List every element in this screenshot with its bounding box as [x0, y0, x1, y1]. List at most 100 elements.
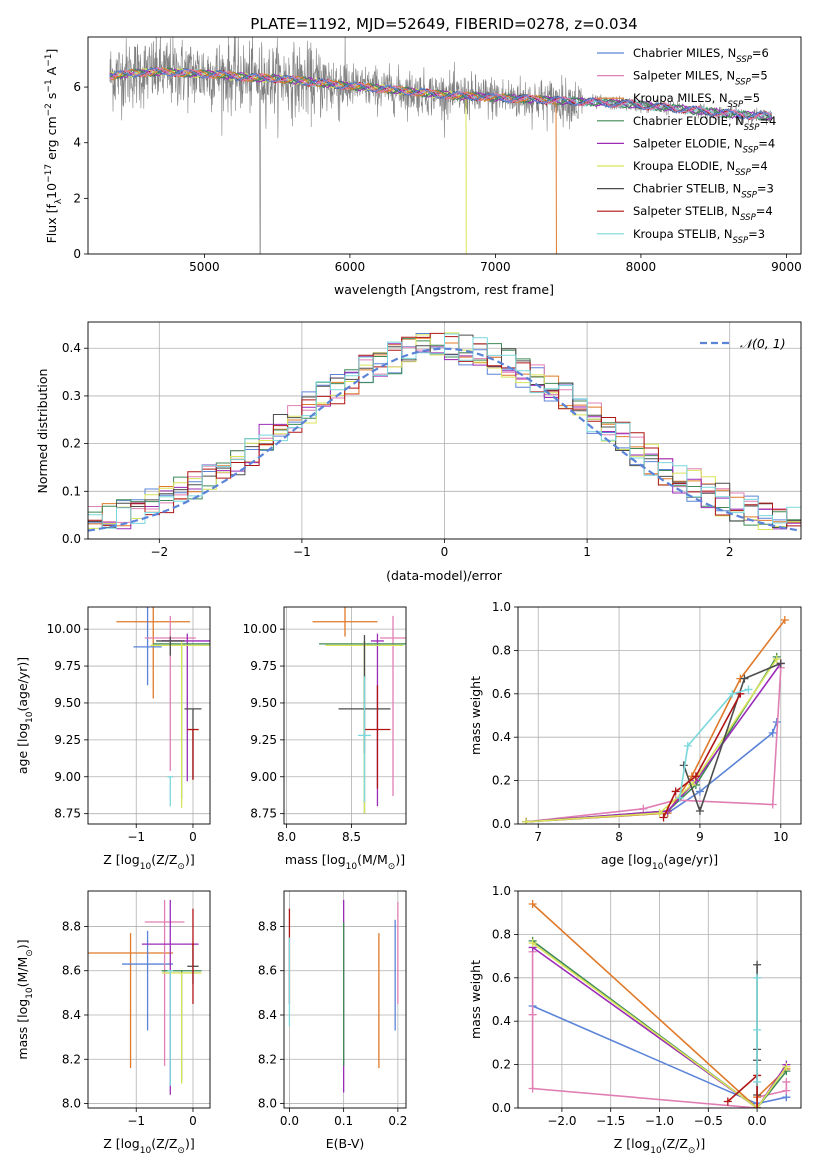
- y-tick-label: 0.6: [492, 971, 511, 985]
- series-chabrier-stelib: [679, 659, 785, 815]
- data-point: [522, 817, 531, 824]
- series-salpeter-miles: [522, 663, 785, 824]
- spectrum-legend: Chabrier MILES, NSSP=6 Salpeter MILES, NS…: [597, 46, 776, 246]
- y-tick-label: 6: [73, 80, 81, 94]
- y-tick-label: 9.75: [250, 659, 277, 673]
- data-point: [744, 685, 753, 694]
- series-chabrier-miles: [522, 718, 781, 824]
- data-point: [753, 973, 762, 982]
- age-vs-mass-plot-area: [284, 607, 406, 824]
- errorbar-salpeter-stelib: [364, 685, 391, 789]
- x-tick-label: 8.0: [277, 830, 296, 844]
- y-tick-label: 8.0: [62, 1097, 81, 1111]
- x-tick-label: 10: [773, 830, 788, 844]
- spectrum-y-label: Flux [fλ10−17 erg cm−2 s−1 A−1]: [44, 49, 64, 244]
- x-tick-label: 7: [534, 830, 542, 844]
- mass-weight-vs-Z-axes: −2.0 −1.5 −1.0 −0.5 0.0 0.0 0.2 0.4 0.6 0.8 1.0 Z […: [468, 884, 802, 1156]
- x-tick-label: 5000: [189, 260, 220, 274]
- x-tick-label: 1: [583, 545, 591, 559]
- mass-vs-EBV-frame: [283, 890, 407, 1109]
- data-point: [639, 804, 648, 813]
- mass-weight-vs-age-frame: [517, 606, 802, 825]
- y-tick-label: 8.8: [62, 919, 81, 933]
- series-line: [526, 662, 782, 823]
- series-salpeter-stelib: [659, 689, 745, 822]
- y-tick-label: 8.2: [62, 1052, 81, 1066]
- y-tick-label: 0.4: [492, 1014, 511, 1028]
- x-tick-label: −2.0: [547, 1114, 576, 1128]
- age-vs-Z-frame: [87, 606, 211, 825]
- data-point: [753, 960, 762, 969]
- y-tick-label: 8.2: [258, 1052, 277, 1066]
- y-tick-label: 0.0: [492, 1101, 511, 1115]
- data-point: [753, 1104, 762, 1108]
- observed-spectrum: [109, 37, 773, 254]
- y-tick-label: 9.25: [54, 733, 81, 747]
- data-point: [659, 813, 668, 822]
- y-tick-label: 0.2: [62, 437, 81, 451]
- y-tick-label: 4: [73, 136, 81, 150]
- errorbar-chabrier-miles: [133, 607, 162, 686]
- mass-vs-EBV-grid: [284, 891, 406, 1108]
- residuals-plot-area: [88, 322, 801, 539]
- y-tick-label: 9.00: [250, 770, 277, 784]
- mass-weight-vs-age-grid: [518, 607, 801, 824]
- errorbar-chabrier-miles: [122, 930, 174, 1031]
- x-tick-label: 0: [189, 1114, 197, 1128]
- data-point: [768, 800, 777, 809]
- y-tick-label: 0: [73, 247, 81, 261]
- x-tick-label: 2: [726, 545, 734, 559]
- data-point: [655, 809, 664, 818]
- series-line: [532, 942, 788, 1108]
- y-tick-label: 0.2: [492, 774, 511, 788]
- series-kroupa-elodie: [522, 655, 781, 824]
- errorbar-chabrier-stelib: [156, 636, 185, 656]
- y-tick-label: 9.75: [54, 659, 81, 673]
- errorbar-salpeter-elodie: [161, 633, 210, 782]
- data-point: [768, 728, 777, 737]
- residual-histogram-kroupa-stelib: [88, 333, 801, 529]
- mass-vs-Z-y-label: mass [log10(M/M⊙)]: [15, 939, 35, 1059]
- y-tick-label: 1.0: [492, 600, 511, 614]
- data-point: [728, 689, 737, 698]
- y-tick-label: 0.6: [492, 687, 511, 701]
- x-tick-label: 8: [615, 830, 623, 844]
- spectrum-axes: PLATE=1192, MJD=52649, FIBERID=0278, z=0…: [44, 15, 802, 297]
- legend-label-kroupa-stelib: Kroupa STELIB, NSSP=3: [633, 227, 765, 246]
- errorbar-kroupa-elodie: [161, 972, 202, 1084]
- y-tick-label: 10.00: [243, 622, 277, 636]
- y-tick-label: 8.0: [258, 1097, 277, 1111]
- data-point: [528, 939, 537, 948]
- data-point: [723, 1097, 732, 1106]
- y-tick-label: 10.00: [47, 622, 81, 636]
- errorbar-kroupa-stelib: [357, 676, 371, 802]
- residuals-x-label: (data-model)/error: [386, 568, 503, 583]
- series-line: [532, 946, 788, 1108]
- data-point: [753, 1025, 762, 1034]
- spectrum-plot-area: [109, 37, 773, 254]
- series-salpeter-elodie: [522, 659, 785, 824]
- y-tick-label: 9.50: [250, 696, 277, 710]
- errorbar-kroupa-stelib: [167, 970, 174, 1086]
- data-point: [528, 900, 537, 909]
- y-tick-label: 0.4: [62, 341, 81, 355]
- legend-label-kroupa-miles: Kroupa MILES, NSSP=5: [633, 91, 760, 110]
- x-tick-label: 7000: [480, 260, 511, 274]
- series-line: [662, 693, 742, 818]
- y-tick-label: 2: [73, 191, 81, 205]
- mass-vs-EBV-plot-area: [284, 891, 406, 1108]
- x-tick-label: −1: [127, 830, 145, 844]
- errorbar-salpeter-stelib: [191, 908, 195, 1004]
- x-tick-label: 0.0: [280, 1114, 299, 1128]
- age-vs-Z-x-label: Z [log10(Z/Z⊙)]: [103, 852, 194, 872]
- data-point: [675, 793, 684, 802]
- mass-vs-Z-frame: [87, 890, 211, 1109]
- y-tick-label: 8.75: [250, 807, 277, 821]
- data-point: [772, 655, 781, 664]
- legend-label-salpeter-miles: Salpeter MILES, NSSP=5: [633, 69, 768, 88]
- errorbar-kroupa-miles: [88, 933, 174, 1069]
- y-tick-label: 1.0: [492, 884, 511, 898]
- residuals-axes: −2 −1 0 1 2 0.0 0.1 0.2 0.3 0.4 (data-model)/error…: [35, 321, 802, 583]
- series-line: [683, 662, 782, 814]
